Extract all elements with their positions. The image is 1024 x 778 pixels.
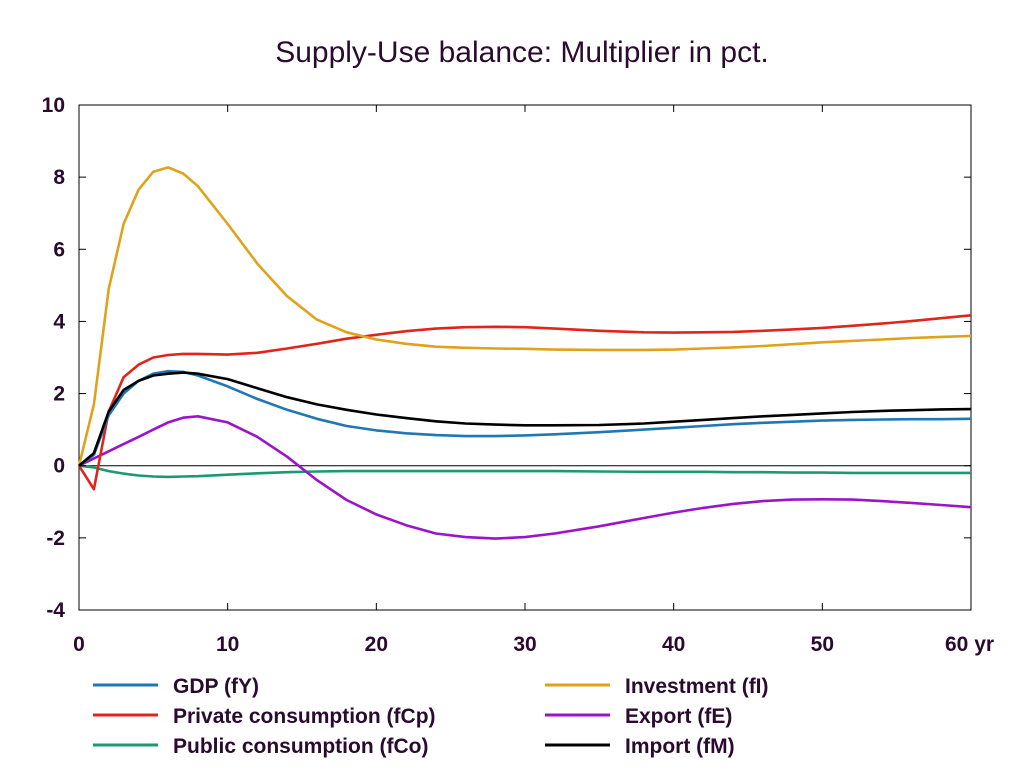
plot-area	[78, 104, 972, 611]
plot-border	[78, 104, 972, 611]
legend-label: Export (fE)	[625, 705, 732, 728]
y-tick-label: 4	[53, 310, 65, 333]
x-tick-label: 60 yr	[945, 633, 994, 656]
y-tick-label: 10	[42, 94, 65, 117]
y-tick-label: 2	[53, 383, 65, 406]
chart-title: Supply-Use balance: Multiplier in pct.	[275, 36, 769, 69]
series-line-investment-fi	[77, 166, 972, 467]
legend-label: GDP (fY)	[173, 675, 259, 698]
legend: GDP (fY) Investment (fI) Private consumpti…	[93, 675, 769, 758]
y-tick-label: 8	[53, 166, 65, 189]
series-line-private-consumption-fcp	[77, 314, 972, 491]
series-line-gdp-fy	[78, 369, 972, 467]
x-tick-label: 40	[662, 633, 685, 656]
axes: -4 -2 0 2 4 6 8 10 0 10 20 30 40 50 60 yr	[42, 94, 994, 656]
legend-label: Private consumption (fCp)	[173, 705, 436, 728]
x-tick-label: 0	[73, 633, 85, 656]
x-tick-label: 20	[365, 633, 388, 656]
legend-label: Public consumption (fCo)	[173, 735, 428, 758]
x-tick-label: 30	[513, 633, 536, 656]
x-tick-label: 10	[216, 633, 239, 656]
x-tick-label: 50	[811, 633, 834, 656]
series-line-export-fe	[78, 415, 972, 540]
y-tick-label: 0	[53, 455, 65, 478]
series-line-import-fm	[78, 371, 972, 467]
legend-label: Import (fM)	[625, 735, 735, 758]
legend-label: Investment (fI)	[625, 675, 769, 698]
series-line-public-consumption-fco	[78, 464, 971, 479]
y-tick-label: -2	[46, 527, 65, 550]
y-tick-label: 6	[53, 238, 65, 261]
y-tick-label: -4	[46, 599, 65, 622]
series-lines	[77, 166, 972, 540]
